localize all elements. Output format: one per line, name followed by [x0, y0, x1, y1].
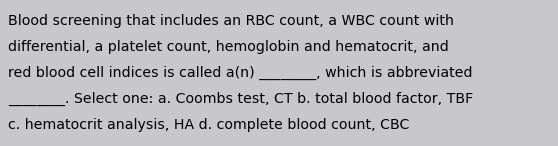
Text: differential, a platelet count, hemoglobin and hematocrit, and: differential, a platelet count, hemoglob… — [8, 40, 449, 54]
Text: c. hematocrit analysis, HA d. complete blood count, CBC: c. hematocrit analysis, HA d. complete b… — [8, 118, 410, 132]
Text: Blood screening that includes an RBC count, a WBC count with: Blood screening that includes an RBC cou… — [8, 14, 454, 28]
Text: red blood cell indices is called a(n) ________, which is abbreviated: red blood cell indices is called a(n) __… — [8, 66, 473, 80]
Text: ________. Select one: a. Coombs test, CT b. total blood factor, TBF: ________. Select one: a. Coombs test, CT… — [8, 92, 473, 106]
